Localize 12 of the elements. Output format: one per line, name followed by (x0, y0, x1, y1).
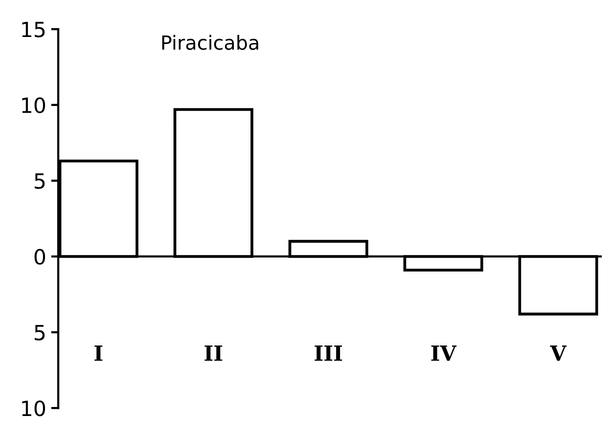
y-tick-label: 5 (34, 324, 45, 340)
y-tick-label: 5 (34, 173, 45, 189)
x-tick-label: V (550, 346, 567, 361)
y-tick-label: 10 (22, 97, 46, 114)
y-tick-label: 15 (22, 22, 45, 38)
x-tick-label: II (204, 346, 222, 361)
y-tick-label: 0 (34, 248, 46, 265)
chart-title: Piracicaba (162, 34, 258, 50)
y-tick-label: 10 (22, 400, 46, 416)
x-tick-label: IV (431, 346, 457, 361)
x-tick-label: III (314, 346, 342, 361)
x-tick-label: I (94, 346, 102, 361)
